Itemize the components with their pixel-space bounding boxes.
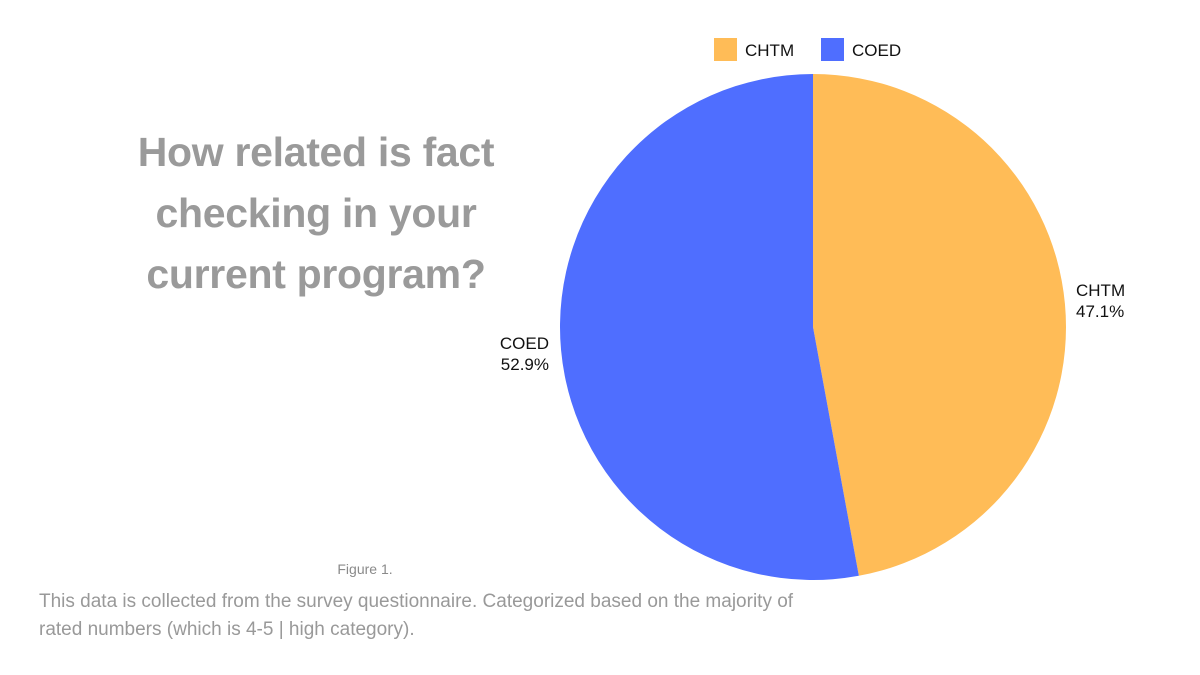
legend-label: COED [852,41,901,60]
chart-title: How related is fact checking in your cur… [80,122,552,305]
figure-label: Figure 1. [337,561,393,577]
slice-value-label: 52.9% [501,355,549,374]
legend-label: CHTM [745,41,794,60]
slice-value-label: 47.1% [1076,302,1124,321]
caption: This data is collected from the survey q… [39,591,794,640]
slice-label: CHTM [1076,281,1125,300]
legend-swatch [714,38,737,61]
legend-swatch [821,38,844,61]
pie-slice-coed [560,74,859,580]
title-line: How related is fact [137,129,495,175]
slice-label: COED [500,334,549,353]
title-line: current program? [146,251,486,297]
title-line: checking in your [155,190,477,236]
pie-slice-chtm [813,74,1066,576]
